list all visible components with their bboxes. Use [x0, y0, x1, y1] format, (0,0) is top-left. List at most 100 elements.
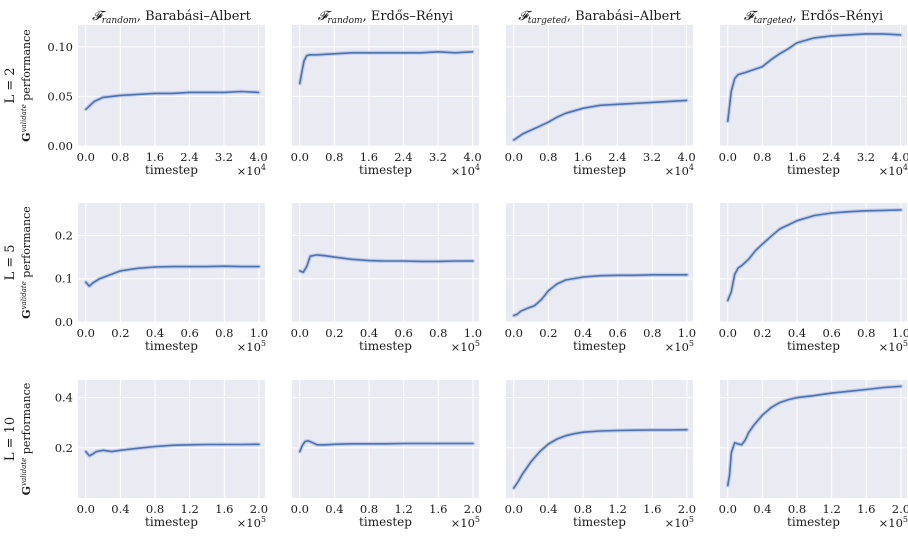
x-tick-label: 0.8	[753, 150, 771, 164]
panel-r2-c2: 0.0 0.2 0.4 0.6 0.8 1.0 timestep ×105	[291, 203, 482, 354]
x-tick-label: 1.6	[857, 502, 875, 516]
x-tick-label: 0.6	[609, 326, 627, 340]
y-tick-label: 0.2	[55, 441, 73, 455]
panel-r2-c3: 0.0 0.2 0.4 0.6 0.8 1.0 timestep ×105	[505, 203, 696, 354]
x-tick-label: 0.2	[753, 326, 771, 340]
x-tick-label: 0.8	[857, 326, 875, 340]
series-line	[298, 50, 474, 85]
x-axis-label: timestep	[573, 339, 626, 353]
panel-r3-c4: 0.0 0.4 0.8 1.2 1.6 2.0 timestep ×105	[719, 380, 908, 530]
series-line	[298, 254, 474, 274]
x-tick-label: 1.6	[788, 150, 806, 164]
x-tick-label: 0.8	[643, 326, 661, 340]
x-tick-label: 1.0	[464, 326, 482, 340]
y-tick-label: 0.1	[55, 272, 73, 286]
x-tick-label: 0.0	[505, 326, 523, 340]
column-title-4: 𝓕targeted, Erdős–Rényi	[744, 9, 883, 26]
column-title-2: 𝓕random, Erdős–Rényi	[318, 9, 453, 26]
x-tick-label: 1.6	[146, 150, 164, 164]
x-tick-label: 0.2	[325, 326, 343, 340]
x-tick-label: 4.0	[249, 150, 267, 164]
x-scale-factor: ×105	[237, 339, 266, 354]
x-tick-label: 0.8	[325, 150, 343, 164]
x-axis-label: timestep	[573, 163, 626, 177]
panel-r3-c2: 0.0 0.4 0.8 1.2 1.6 2.0 timestep ×105	[291, 380, 482, 530]
x-tick-label: 1.6	[643, 502, 661, 516]
x-scale-factor: ×105	[451, 339, 480, 354]
x-axis-label: timestep	[359, 339, 412, 353]
x-tick-label: 1.6	[215, 502, 233, 516]
x-tick-label: 2.4	[608, 150, 626, 164]
x-tick-label: 0.8	[360, 502, 378, 516]
x-tick-label: 1.6	[429, 502, 447, 516]
x-tick-label: 0.6	[395, 326, 413, 340]
panel-r2-c1: 0.0 0.2 0.4 0.6 0.8 1.0 timestep ×105	[77, 203, 268, 354]
panel-background	[78, 203, 265, 322]
panel-background	[720, 203, 907, 322]
series-line	[298, 439, 474, 453]
x-axis-label: timestep	[359, 515, 412, 529]
row-label-3: L = 10	[3, 417, 18, 461]
x-tick-label: 0.0	[77, 502, 95, 516]
x-tick-label: 3.2	[429, 150, 447, 164]
panel-r3-c3: 0.0 0.4 0.8 1.2 1.6 2.0 timestep ×105	[505, 380, 696, 530]
panel-background	[78, 25, 265, 146]
series-line	[85, 90, 260, 111]
x-tick-label: 2.0	[892, 502, 908, 516]
series-line	[512, 273, 688, 317]
panel-r3-c1: 0.0 0.4 0.8 1.2 1.6 2.0 timestep ×105	[77, 380, 268, 530]
x-tick-label: 0.0	[77, 150, 95, 164]
y-tick-label: 0.10	[47, 40, 73, 54]
x-scale-factor: ×104	[451, 163, 480, 178]
x-scale-factor: ×105	[665, 515, 694, 530]
x-tick-label: 0.0	[505, 502, 523, 516]
x-tick-label: 2.4	[394, 150, 412, 164]
series-line	[85, 443, 260, 457]
y-axis-label-row-3: Gvalidate performance	[20, 383, 33, 496]
x-tick-label: 4.0	[463, 150, 481, 164]
y-tick-label: 0.2	[55, 228, 73, 242]
panel-background	[720, 380, 907, 498]
panel-r1-c1: 0.0 0.8 1.6 2.4 3.2 4.0 timestep ×104	[77, 25, 268, 178]
x-axis-label: timestep	[573, 515, 626, 529]
panel-background	[506, 380, 693, 498]
x-tick-label: 0.4	[360, 326, 378, 340]
panel-r2-c4: 0.0 0.2 0.4 0.6 0.8 1.0 timestep ×105	[719, 203, 908, 354]
x-tick-label: 0.8	[215, 326, 233, 340]
x-tick-label: 2.0	[678, 502, 696, 516]
x-tick-label: 2.0	[250, 502, 268, 516]
x-tick-label: 0.4	[574, 326, 592, 340]
x-axis-label: timestep	[359, 163, 412, 177]
x-tick-label: 0.0	[719, 326, 737, 340]
x-tick-label: 0.2	[539, 326, 557, 340]
panel-background	[292, 380, 479, 498]
x-scale-factor: ×105	[879, 339, 908, 354]
x-tick-label: 0.6	[181, 326, 199, 340]
y-tick-label: 0.05	[47, 89, 73, 103]
x-axis-label: timestep	[145, 339, 198, 353]
x-axis-label: timestep	[145, 163, 198, 177]
x-axis-label: timestep	[787, 515, 840, 529]
panel-r1-c2: 0.0 0.8 1.6 2.4 3.2 4.0 timestep ×104	[291, 25, 482, 178]
x-scale-factor: ×104	[665, 163, 694, 178]
x-tick-label: 1.2	[395, 502, 413, 516]
x-tick-label: 3.2	[643, 150, 661, 164]
row-label-1: L = 2	[3, 67, 18, 103]
x-scale-factor: ×105	[665, 339, 694, 354]
x-scale-factor: ×105	[451, 515, 480, 530]
x-tick-label: 0.4	[753, 502, 771, 516]
x-axis-label: timestep	[787, 163, 840, 177]
x-tick-label: 0.4	[788, 326, 806, 340]
x-tick-label: 0.8	[539, 150, 557, 164]
panel-r1-c4: 0.0 0.8 1.6 2.4 3.2 4.0 timestep ×104	[719, 25, 908, 178]
x-tick-label: 1.2	[181, 502, 199, 516]
x-tick-label: 0.6	[823, 326, 841, 340]
panel-r1-c3: 0.0 0.8 1.6 2.4 3.2 4.0 timestep ×104	[505, 25, 696, 178]
panel-background	[292, 25, 479, 146]
x-tick-label: 4.0	[677, 150, 695, 164]
x-tick-label: 2.4	[180, 150, 198, 164]
x-tick-label: 2.0	[464, 502, 482, 516]
x-tick-label: 1.6	[574, 150, 592, 164]
series-line	[726, 33, 902, 122]
